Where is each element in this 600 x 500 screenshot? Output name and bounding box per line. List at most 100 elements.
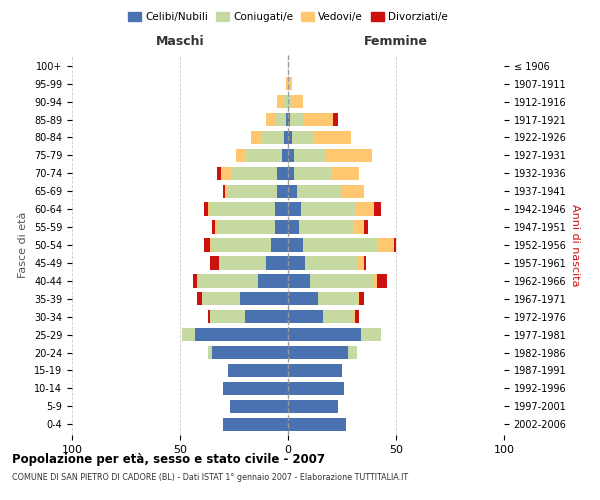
Bar: [223, 184, 226, 198]
Bar: [204, 238, 210, 252]
Bar: [182, 328, 195, 342]
Bar: [288, 220, 299, 234]
Bar: [221, 166, 232, 180]
Bar: [288, 382, 344, 395]
Bar: [359, 292, 364, 306]
Bar: [288, 292, 318, 306]
Bar: [208, 310, 210, 324]
Bar: [355, 310, 359, 324]
Bar: [374, 274, 377, 287]
Bar: [226, 184, 227, 198]
Bar: [193, 274, 197, 287]
Bar: [241, 292, 288, 306]
Bar: [342, 184, 364, 198]
Bar: [286, 77, 288, 90]
Bar: [197, 274, 258, 287]
Bar: [266, 256, 288, 270]
Bar: [305, 256, 357, 270]
Bar: [271, 238, 288, 252]
Bar: [394, 238, 396, 252]
Bar: [288, 166, 295, 180]
Bar: [288, 77, 292, 90]
Bar: [303, 113, 334, 126]
Bar: [204, 202, 208, 216]
Bar: [210, 238, 212, 252]
Bar: [349, 346, 357, 360]
Bar: [299, 220, 353, 234]
Bar: [258, 274, 288, 287]
Bar: [284, 130, 288, 144]
Bar: [377, 274, 388, 287]
Bar: [296, 184, 342, 198]
Bar: [195, 328, 288, 342]
Bar: [288, 364, 342, 377]
Bar: [355, 202, 374, 216]
Bar: [303, 238, 377, 252]
Bar: [275, 202, 288, 216]
Bar: [219, 256, 266, 270]
Bar: [223, 418, 288, 431]
Bar: [197, 292, 202, 306]
Bar: [223, 382, 288, 395]
Bar: [288, 328, 361, 342]
Bar: [210, 256, 219, 270]
Bar: [212, 220, 215, 234]
Bar: [314, 130, 350, 144]
Bar: [288, 184, 296, 198]
Bar: [281, 148, 288, 162]
Bar: [357, 256, 364, 270]
Bar: [292, 95, 303, 108]
Text: Maschi: Maschi: [155, 35, 205, 48]
Bar: [286, 113, 288, 126]
Bar: [331, 166, 359, 180]
Bar: [275, 220, 288, 234]
Bar: [288, 256, 305, 270]
Bar: [212, 238, 271, 252]
Bar: [217, 220, 275, 234]
Bar: [295, 166, 331, 180]
Bar: [364, 220, 368, 234]
Text: Popolazione per età, sesso e stato civile - 2007: Popolazione per età, sesso e stato civil…: [12, 452, 325, 466]
Bar: [288, 238, 303, 252]
Bar: [323, 310, 353, 324]
Bar: [266, 113, 275, 126]
Bar: [277, 95, 284, 108]
Bar: [288, 400, 338, 413]
Bar: [284, 95, 288, 108]
Text: COMUNE DI SAN PIETRO DI CADORE (BL) - Dati ISTAT 1° gennaio 2007 - Elaborazione : COMUNE DI SAN PIETRO DI CADORE (BL) - Da…: [12, 472, 408, 482]
Bar: [245, 310, 288, 324]
Bar: [288, 130, 292, 144]
Bar: [208, 202, 210, 216]
Bar: [288, 148, 295, 162]
Bar: [374, 202, 381, 216]
Bar: [212, 346, 288, 360]
Bar: [227, 364, 288, 377]
Bar: [288, 274, 310, 287]
Bar: [236, 148, 245, 162]
Bar: [288, 113, 290, 126]
Bar: [288, 202, 301, 216]
Bar: [232, 166, 277, 180]
Bar: [288, 346, 349, 360]
Bar: [210, 310, 245, 324]
Bar: [208, 346, 212, 360]
Y-axis label: Fasce di età: Fasce di età: [19, 212, 28, 278]
Bar: [295, 148, 325, 162]
Bar: [325, 148, 372, 162]
Bar: [217, 166, 221, 180]
Bar: [361, 328, 381, 342]
Bar: [318, 292, 357, 306]
Bar: [310, 274, 374, 287]
Bar: [353, 310, 355, 324]
Bar: [357, 292, 359, 306]
Bar: [353, 220, 364, 234]
Bar: [275, 113, 286, 126]
Bar: [290, 113, 303, 126]
Bar: [292, 130, 314, 144]
Bar: [288, 95, 292, 108]
Bar: [262, 130, 284, 144]
Bar: [215, 220, 217, 234]
Bar: [210, 202, 275, 216]
Bar: [277, 184, 288, 198]
Bar: [334, 113, 338, 126]
